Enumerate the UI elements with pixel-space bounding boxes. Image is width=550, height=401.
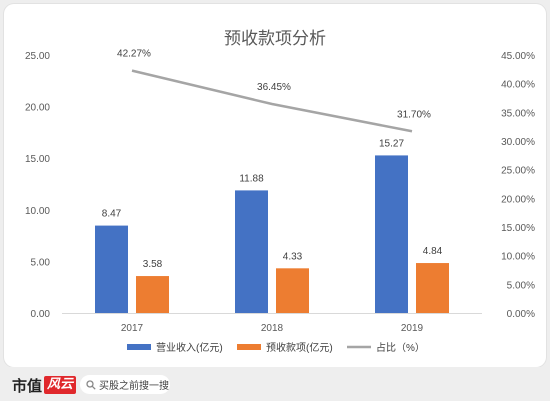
y-right-tick-label: 10.00% xyxy=(501,252,535,263)
bar-value-label: 3.58 xyxy=(143,259,163,270)
search-box[interactable]: 买股之前搜一搜 xyxy=(80,375,170,394)
y-right-tick-label: 30.00% xyxy=(501,137,535,148)
bar-value-label: 15.27 xyxy=(379,138,404,149)
y-left-tick-label: 15.00 xyxy=(25,154,50,165)
bar-value-label: 4.33 xyxy=(283,251,303,262)
legend-swatch xyxy=(127,344,151,350)
y-right-tick-label: 25.00% xyxy=(501,166,535,177)
bar xyxy=(375,155,408,313)
legend-label: 占比（%） xyxy=(376,341,425,354)
chart-title: 预收款项分析 xyxy=(224,29,326,48)
chart: 预收款项分析 0.00 5.00 10.00 15.00 20.00 25.00 0.00% 5… xyxy=(25,29,535,354)
y-left-tick-label: 10.00 xyxy=(25,206,50,217)
y-right-tick-label: 45.00% xyxy=(501,51,535,62)
line-value-label: 31.70% xyxy=(397,109,431,120)
y-right-tick-label: 5.00% xyxy=(507,280,535,291)
bar xyxy=(235,190,268,313)
bar-value-label: 8.47 xyxy=(102,209,122,220)
brand-stamp: 风云 xyxy=(44,376,77,394)
legend-swatch xyxy=(237,344,261,350)
line-value-label: 36.45% xyxy=(257,82,291,93)
y-left-tick-label: 0.00 xyxy=(31,309,51,320)
y-right-tick-label: 35.00% xyxy=(501,108,535,119)
search-placeholder: 买股之前搜一搜 xyxy=(99,381,169,392)
y-right-tick-label: 40.00% xyxy=(501,80,535,91)
chart-card: 预收款项分析 0.00 5.00 10.00 15.00 20.00 25.00 0.00% 5… xyxy=(4,4,546,367)
brand-logo[interactable]: 市值 风云 xyxy=(12,375,77,395)
legend-label: 预收款项(亿元) xyxy=(266,341,333,354)
x-tick-label: 2018 xyxy=(261,323,284,334)
y-left-tick-label: 20.00 xyxy=(25,103,50,114)
bar-value-label: 4.84 xyxy=(423,246,443,257)
y-left-tick-label: 5.00 xyxy=(31,257,51,268)
legend-label: 营业收入(亿元) xyxy=(156,341,223,354)
line-value-label: 42.27% xyxy=(117,49,151,60)
search-icon xyxy=(86,379,96,390)
bar xyxy=(136,276,169,313)
y-left-tick-label: 25.00 xyxy=(25,51,50,62)
bar-value-label: 11.88 xyxy=(239,173,264,184)
brand-name: 市值 xyxy=(12,376,43,395)
series-line xyxy=(131,69,413,133)
y-right-tick-label: 15.00% xyxy=(501,223,535,234)
y-right-tick-label: 20.00% xyxy=(501,194,535,205)
x-tick-label: 2017 xyxy=(121,323,144,334)
bar xyxy=(416,263,449,313)
bar xyxy=(276,268,309,313)
x-tick-label: 2019 xyxy=(401,323,424,334)
footer-bar: 市值 风云 买股之前搜一搜 xyxy=(0,367,550,401)
bar xyxy=(95,225,128,313)
y-right-tick-label: 0.00% xyxy=(507,309,535,320)
